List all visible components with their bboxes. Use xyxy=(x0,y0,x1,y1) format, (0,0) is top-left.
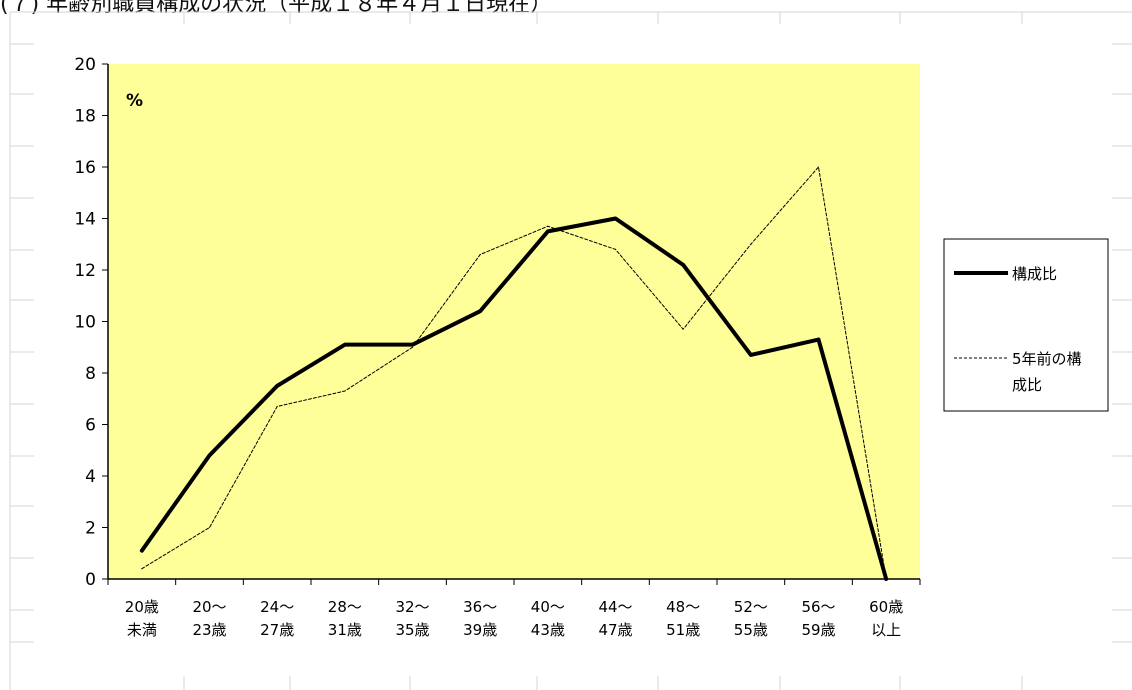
x-tick-label: 39歳 xyxy=(463,621,497,639)
x-tick-label: 20〜 xyxy=(192,598,226,616)
x-tick-label: 59歳 xyxy=(801,621,835,639)
y-tick-label: 16 xyxy=(74,158,96,178)
y-tick-label: 10 xyxy=(74,313,96,333)
x-tick-label: 20歳 xyxy=(125,598,159,616)
y-tick-label: 8 xyxy=(85,364,96,384)
series-group xyxy=(139,166,889,581)
data-point xyxy=(276,405,278,407)
x-tick-label: 以上 xyxy=(871,621,901,639)
x-tick-label: 52〜 xyxy=(734,598,768,616)
x-tick-label: 35歳 xyxy=(395,621,429,639)
data-point xyxy=(479,254,481,256)
x-tick-label: 48〜 xyxy=(666,598,700,616)
y-tick-label: 18 xyxy=(74,107,96,127)
data-point xyxy=(479,310,481,312)
x-tick-label: 31歳 xyxy=(328,621,362,639)
x-tick-label: 27歳 xyxy=(260,621,294,639)
x-tick-label: 55歳 xyxy=(734,621,768,639)
x-tick-label: 47歳 xyxy=(598,621,632,639)
y-tick-label: 6 xyxy=(85,416,96,436)
data-point xyxy=(885,578,887,580)
chart-title: (７) 年齢別職員構成の状況（平成１８年４月１日現在） xyxy=(0,0,553,17)
legend-label-5-years-ago-line2: 成比 xyxy=(1012,376,1042,394)
y-tick-label: 4 xyxy=(85,467,96,487)
data-point xyxy=(615,248,616,250)
data-point xyxy=(412,344,413,346)
x-tick-label: 56〜 xyxy=(801,598,835,616)
x-tick-label: 36〜 xyxy=(463,598,497,616)
data-point xyxy=(276,385,278,387)
data-point xyxy=(682,328,684,330)
data-point xyxy=(141,568,143,570)
data-point xyxy=(344,390,346,392)
y-tick-label: 20 xyxy=(74,55,96,75)
data-point xyxy=(682,264,684,266)
x-tick-label: 43歳 xyxy=(531,621,565,639)
x-tick-label: 28〜 xyxy=(328,598,362,616)
data-point xyxy=(547,230,549,232)
data-point xyxy=(344,344,346,346)
y-tick-label: 0 xyxy=(85,570,96,590)
legend-box xyxy=(943,238,1109,412)
y-axis-label: % xyxy=(126,91,143,111)
sheet-grid xyxy=(9,11,1132,690)
x-tick-label: 60歳 xyxy=(869,598,903,616)
x-tick-label: 23歳 xyxy=(192,621,226,639)
data-point xyxy=(209,454,210,456)
x-tick-label: 未満 xyxy=(127,621,157,639)
series-line-current xyxy=(139,216,889,581)
data-point xyxy=(547,225,549,227)
data-point xyxy=(412,346,413,348)
x-tick-label: 32〜 xyxy=(395,598,429,616)
data-point xyxy=(141,550,143,552)
x-tick-label: 51歳 xyxy=(666,621,700,639)
data-point xyxy=(615,218,616,219)
y-tick-label: 12 xyxy=(74,261,96,281)
x-tick-label: 44〜 xyxy=(598,598,632,616)
data-point xyxy=(750,354,752,356)
y-tick-label: 2 xyxy=(85,519,96,539)
series-line-5-years-ago xyxy=(141,166,887,580)
data-point xyxy=(818,339,819,341)
legend-label-current: 構成比 xyxy=(1012,265,1057,283)
y-tick-label: 14 xyxy=(74,210,96,230)
data-point xyxy=(750,243,752,245)
x-tick-label: 24〜 xyxy=(260,598,294,616)
plot-area xyxy=(108,64,920,579)
x-tick-label: 40〜 xyxy=(531,598,565,616)
data-point xyxy=(209,527,210,528)
y-axis-ticks: 0 2 4 6 8 10 12 14 16 18 20 xyxy=(74,55,108,590)
legend-label-5-years-ago: 5年前の構 xyxy=(1012,350,1082,368)
data-point xyxy=(818,166,819,168)
